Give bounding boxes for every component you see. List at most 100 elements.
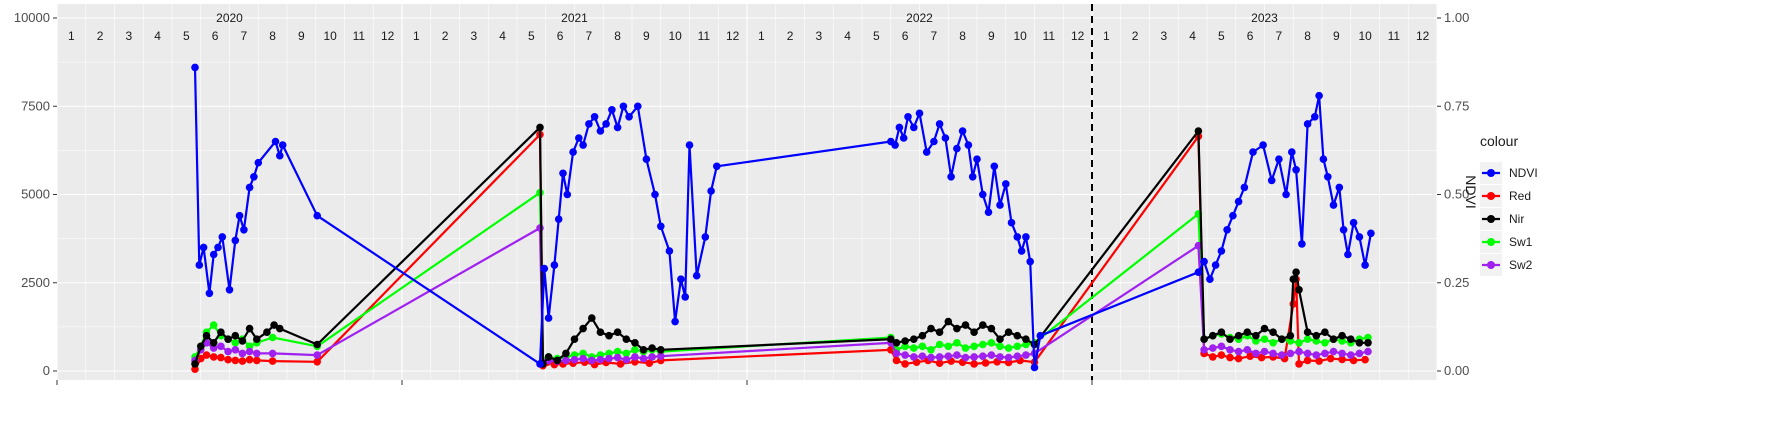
nir-point — [1347, 335, 1355, 344]
month-label: 10 — [668, 29, 682, 43]
nir-point — [987, 324, 996, 333]
ndvi-point — [254, 158, 263, 167]
sw2-point — [657, 352, 665, 361]
ndvi-point — [713, 162, 721, 171]
ndvi-point — [1223, 226, 1231, 234]
month-label: 9 — [1333, 29, 1340, 43]
nir-point — [605, 331, 613, 340]
ndvi-point — [685, 141, 694, 149]
sw2-point — [1286, 349, 1295, 358]
sw2-point — [596, 355, 605, 364]
ndvi-point — [1234, 197, 1243, 206]
sw2-point — [1312, 351, 1321, 359]
nir-point — [953, 324, 961, 333]
sw1-point — [1022, 340, 1030, 349]
sw2-point — [1303, 349, 1312, 358]
ndvi-point — [1355, 233, 1364, 241]
ndvi-point — [559, 169, 567, 178]
sw2-point — [953, 351, 961, 359]
sw1-point — [970, 342, 978, 351]
month-label: 6 — [557, 29, 564, 43]
red-point — [202, 351, 211, 359]
ndvi-point — [1315, 91, 1323, 100]
month-label: 3 — [471, 29, 478, 43]
month-label: 9 — [298, 29, 305, 43]
month-label: 2 — [97, 29, 104, 43]
nir-point — [245, 324, 254, 333]
nir-point — [1329, 335, 1338, 344]
red-point — [252, 356, 261, 365]
nir-point — [1022, 335, 1030, 344]
ndvi-point — [1013, 233, 1022, 241]
series-nir — [191, 123, 1372, 368]
sw2-point — [892, 349, 901, 358]
red-point — [245, 355, 254, 364]
legend-key-point — [1487, 215, 1495, 223]
month-label: 11 — [353, 29, 366, 43]
nir-point — [231, 331, 240, 340]
ndvi-point — [968, 173, 977, 181]
sw1-point — [961, 344, 970, 352]
ndvi-point — [625, 113, 633, 121]
month-label: 12 — [381, 29, 395, 43]
sw1-point — [901, 342, 909, 351]
month-label: 5 — [1218, 29, 1225, 43]
right-tick-label: 1.00 — [1444, 10, 1469, 25]
ndvi-point — [947, 173, 955, 181]
nir-point — [648, 344, 656, 352]
axes: 0 2500 5000 7500 10000 0.00 0.25 0.50 0.75 1.00 — [14, 10, 1469, 385]
ndvi-point — [1206, 275, 1214, 284]
red-point — [224, 355, 232, 364]
nir-point — [217, 328, 225, 337]
ndvi-point — [979, 190, 987, 199]
nir-point — [996, 335, 1004, 344]
sw2-point — [252, 349, 261, 358]
nir-point — [270, 321, 278, 329]
month-label: 12 — [726, 29, 740, 43]
ndvi-point — [935, 120, 944, 128]
sw1-point — [953, 339, 961, 347]
sw2-point — [979, 352, 987, 361]
sw2-point — [238, 349, 247, 358]
month-label: 8 — [614, 29, 621, 43]
ndvi-point — [1194, 268, 1203, 277]
nir-point — [639, 346, 648, 354]
month-label: 10 — [323, 29, 337, 43]
ndvi-point — [899, 134, 908, 142]
right-tick-label: 0.25 — [1444, 275, 1469, 290]
legend-item-nir: Nir — [1480, 208, 1524, 230]
sw2-point — [1013, 352, 1022, 361]
legend-key-point — [1487, 238, 1495, 246]
ndvi-point — [701, 233, 710, 241]
sw2-point — [944, 352, 953, 361]
month-label: 11 — [1388, 29, 1401, 43]
ndvi-point — [205, 289, 214, 298]
nir-point — [1321, 328, 1329, 337]
month-label: 10 — [1358, 29, 1372, 43]
ndvi-point — [707, 187, 715, 195]
red-line — [194, 133, 1366, 370]
ndvi-point — [1022, 233, 1030, 241]
sw2-point — [1329, 347, 1338, 356]
sw1-point — [987, 339, 996, 347]
legend-label-nir: Nir — [1509, 212, 1524, 226]
month-label: 2 — [442, 29, 449, 43]
red-point — [616, 360, 625, 368]
month-label: 8 — [269, 29, 276, 43]
series-layer — [191, 63, 1375, 374]
legend-item-sw1: Sw1 — [1480, 231, 1533, 253]
ndvi-point — [1303, 120, 1312, 128]
sw2-point — [1226, 346, 1234, 354]
year-label: 2023 — [1251, 11, 1278, 25]
sw1-point — [935, 340, 944, 349]
sw2-point — [1338, 349, 1346, 358]
ndvi-point — [671, 317, 679, 326]
sw2-point — [1260, 347, 1269, 356]
sw2-point — [579, 354, 587, 363]
ndvi-point — [608, 106, 616, 114]
month-label: 7 — [586, 29, 593, 43]
month-label: 2 — [1132, 29, 1139, 43]
sw2-point — [1234, 347, 1243, 356]
red-point — [892, 356, 901, 365]
sw2-point — [996, 353, 1004, 361]
